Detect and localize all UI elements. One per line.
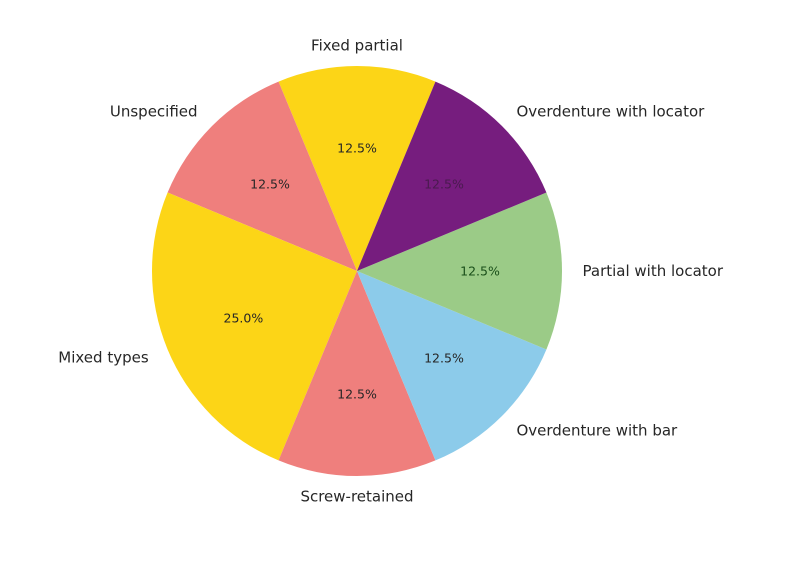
category-label-unspecified: Unspecified <box>110 103 198 121</box>
pie-slice-overdenture-with-bar <box>357 271 547 461</box>
pie-slices <box>151 65 563 477</box>
percent-labels: 12.5% 12.5% 25.0% 12.5% 12.5% 12.5% 12.5% <box>224 141 500 402</box>
percent-label-unspecified: 12.5% <box>250 177 290 192</box>
percent-label-partial-with-locator: 12.5% <box>460 264 500 279</box>
category-label-partial-with-locator: Partial with locator <box>583 262 724 280</box>
pie-slice-partial-with-locator <box>357 192 563 350</box>
percent-label-screw-retained: 12.5% <box>337 387 377 402</box>
percent-label-fixed-partial: 12.5% <box>337 141 377 156</box>
percent-label-mixed-types: 25.0% <box>224 311 264 326</box>
category-label-screw-retained: Screw-retained <box>300 488 413 506</box>
pie-slice-mixed-types <box>151 192 357 461</box>
pie-slice-unspecified <box>167 81 357 271</box>
category-labels: Fixed partial Unspecified Mixed types Screw… <box>58 37 724 506</box>
category-label-fixed-partial: Fixed partial <box>311 37 403 55</box>
category-label-overdenture-with-locator: Overdenture with locator <box>516 103 705 121</box>
category-label-mixed-types: Mixed types <box>58 348 149 366</box>
pie-slice-fixed-partial <box>278 65 436 272</box>
pie-slice-screw-retained <box>278 271 436 477</box>
percent-label-overdenture-with-locator: 12.5% <box>424 177 464 192</box>
percent-label-overdenture-with-bar: 12.5% <box>424 350 464 365</box>
category-label-overdenture-with-bar: Overdenture with bar <box>516 421 678 439</box>
pie-slice-overdenture-with-locator <box>357 81 547 271</box>
